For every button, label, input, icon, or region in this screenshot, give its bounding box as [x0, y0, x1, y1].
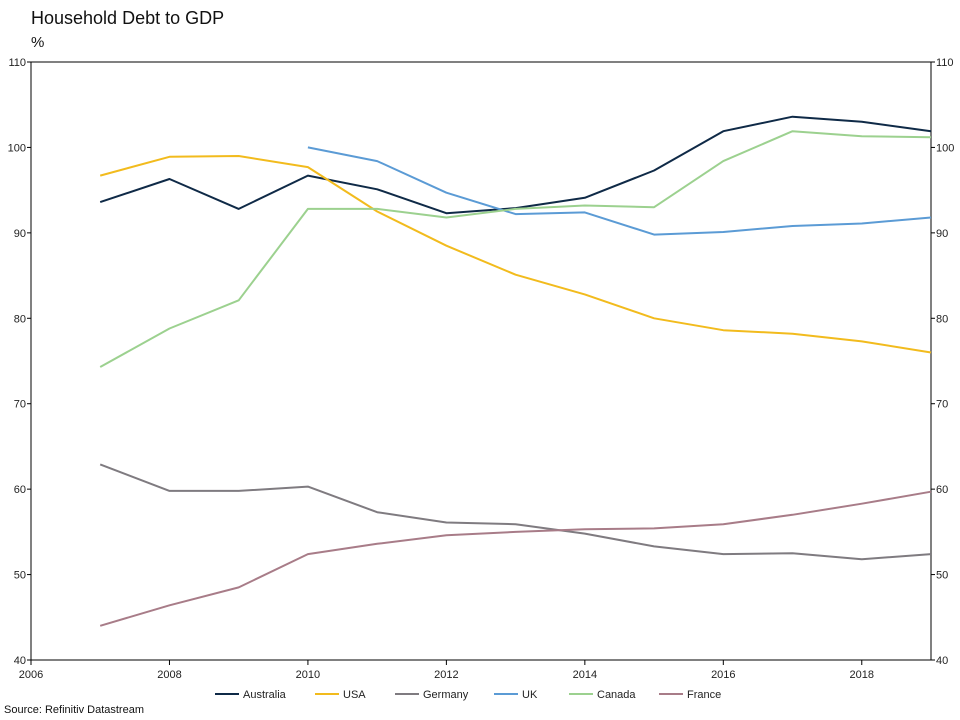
x-tick-label: 2012 [434, 669, 458, 681]
y-axis-right-ticks: 40 50 60 70 80 90 100 110 [931, 57, 954, 667]
series-line-germany [99, 463, 932, 561]
legend-label-usa: USA [343, 689, 366, 701]
y-tick-label-right: 90 [936, 228, 948, 240]
x-tick-label: 2014 [573, 669, 597, 681]
y-tick-label-left: 60 [14, 484, 26, 496]
y-tick-label-right: 60 [936, 484, 948, 496]
legend: Australia USA Germany UK Canada France [215, 689, 721, 701]
legend-label-germany: Germany [423, 689, 469, 701]
legend-label-uk: UK [522, 689, 538, 701]
y-tick-label-right: 80 [936, 313, 948, 325]
plot-area-frame [30, 61, 932, 661]
series-lines [99, 115, 932, 627]
y-tick-label-left: 80 [14, 313, 26, 325]
y-axis-unit: % [31, 34, 45, 51]
series-line-uk [307, 146, 932, 236]
y-tick-label-right: 40 [936, 655, 948, 667]
x-tick-label: 2008 [157, 669, 181, 681]
y-tick-label-left: 90 [14, 228, 26, 240]
source-note: Source: Refinitiv Datastream [4, 704, 144, 716]
legend-label-australia: Australia [243, 689, 287, 701]
legend-label-france: France [687, 689, 721, 701]
y-tick-label-left: 110 [8, 57, 26, 69]
y-tick-label-left: 40 [14, 655, 26, 667]
series-line-australia [99, 115, 932, 215]
legend-label-canada: Canada [597, 689, 636, 701]
y-tick-label-right: 110 [936, 57, 954, 69]
x-axis-ticks: 2006 2008 2010 2012 2014 2016 2018 [19, 660, 874, 681]
x-tick-label: 2016 [711, 669, 735, 681]
y-axis-left-ticks: 40 50 60 70 80 90 100 110 [8, 57, 31, 667]
series-line-usa [99, 155, 932, 354]
x-tick-label: 2006 [19, 669, 43, 681]
y-tick-label-left: 100 [8, 142, 26, 154]
y-tick-label-left: 50 [14, 570, 26, 582]
series-line-france [99, 490, 932, 627]
y-tick-label-right: 100 [936, 142, 954, 154]
y-tick-label-right: 50 [936, 570, 948, 582]
x-tick-label: 2010 [296, 669, 320, 681]
y-tick-label-left: 70 [14, 399, 26, 411]
x-tick-label: 2018 [850, 669, 874, 681]
chart-title: Household Debt to GDP [31, 8, 225, 28]
y-tick-label-right: 70 [936, 399, 948, 411]
series-line-canada [99, 130, 932, 368]
